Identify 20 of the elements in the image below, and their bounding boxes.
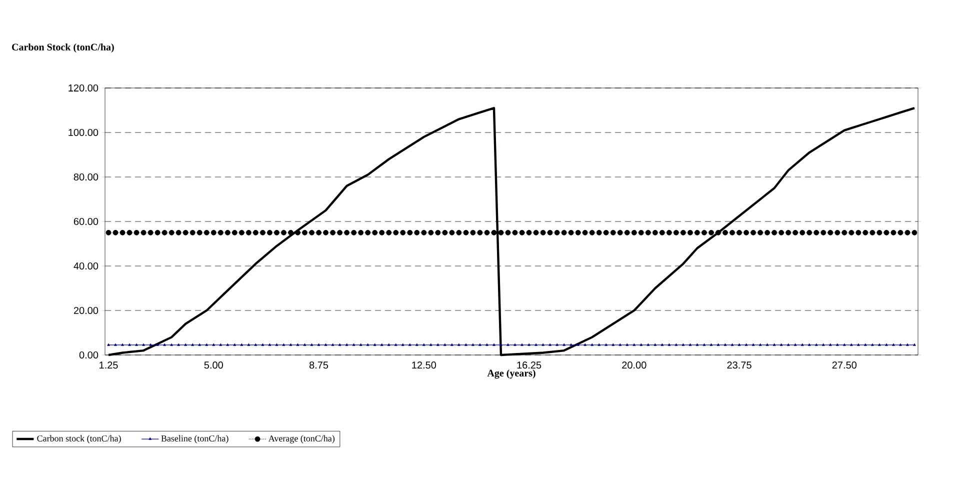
y-tick-label: 60.00 bbox=[74, 218, 98, 226]
legend-label: Average (tonC/ha) bbox=[268, 435, 335, 444]
x-tick-label: 8.75 bbox=[309, 362, 328, 369]
y-tick-label: 40.00 bbox=[74, 262, 98, 270]
y-tick-label: 100.00 bbox=[68, 128, 98, 136]
y-tick-label: 80.00 bbox=[74, 173, 98, 181]
x-tick-label: 27.50 bbox=[832, 362, 857, 369]
legend-label: Carbon stock (tonC/ha) bbox=[37, 435, 121, 444]
x-tick-label: 16.25 bbox=[517, 362, 542, 369]
x-axis-title: Age (years) bbox=[487, 369, 536, 379]
x-tick-label: 20.00 bbox=[622, 362, 646, 369]
x-tick-label: 23.75 bbox=[727, 362, 752, 369]
legend-label: Baseline (tonC/ha) bbox=[161, 435, 228, 444]
x-tick-label: 1.25 bbox=[100, 362, 118, 369]
x-tick-label: 5.00 bbox=[204, 362, 223, 369]
chart-title: Carbon Stock (tonC/ha) bbox=[12, 43, 114, 53]
y-tick-label: 120.00 bbox=[68, 84, 98, 92]
y-tick-label: 0.00 bbox=[79, 351, 98, 359]
x-tick-label: 12.50 bbox=[412, 362, 436, 369]
y-tick-label: 20.00 bbox=[74, 306, 98, 314]
